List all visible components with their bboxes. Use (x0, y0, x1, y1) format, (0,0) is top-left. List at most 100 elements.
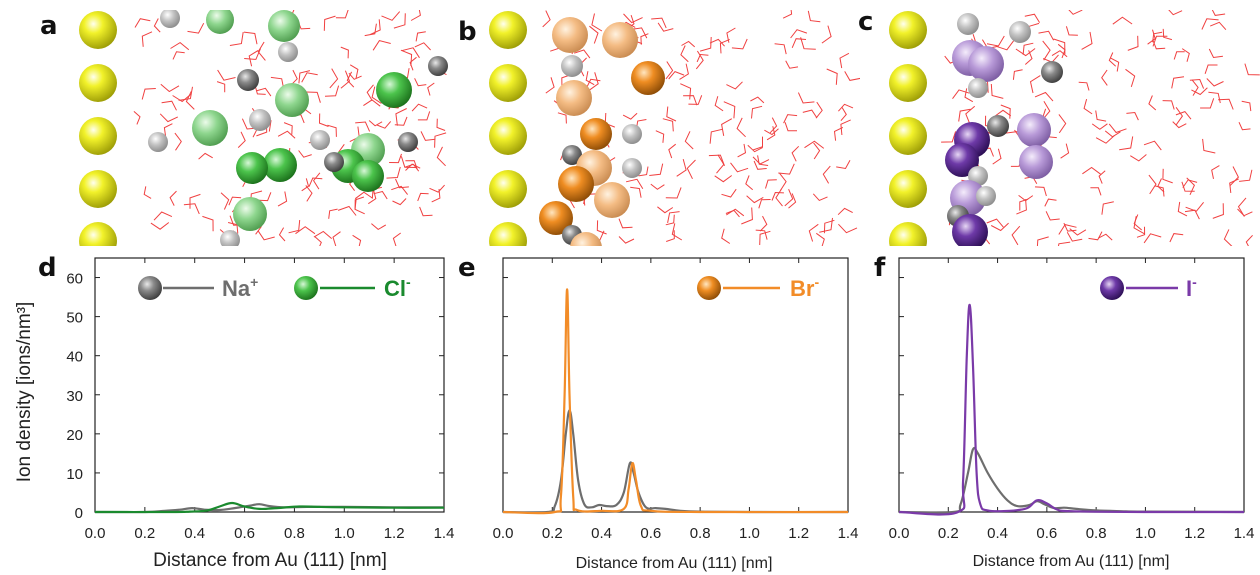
y-tick-label: 40 (66, 349, 83, 366)
water-molecule (376, 121, 392, 129)
x-tick-label: 1.0 (334, 525, 355, 542)
water-molecule (187, 22, 205, 34)
x-tick-label: 0.6 (640, 525, 661, 542)
y-tick-label: 30 (66, 388, 83, 405)
water-molecule (745, 175, 754, 191)
y-axis-title: Ion density [ions/nm³] (14, 302, 35, 483)
water-molecule (170, 41, 190, 51)
water-molecule (392, 232, 401, 246)
x-axis-title-e: Distance from Au (111) [nm] (576, 555, 773, 572)
water-molecule (337, 205, 357, 216)
water-molecule (757, 155, 769, 166)
water-molecule (133, 111, 141, 125)
water-molecule (1112, 16, 1133, 25)
water-molecule (278, 227, 286, 242)
water-molecule (671, 223, 683, 241)
sodium-ion (976, 186, 996, 206)
chart-panel-nabr: 0.0 0.2 0.4 0.6 0.8 1.0 1.2 1.4 Br- (493, 257, 858, 542)
water-molecule (324, 85, 340, 97)
x-tick-label: 1.2 (788, 525, 809, 542)
water-molecule (256, 87, 272, 97)
water-molecule (393, 13, 406, 29)
water-molecule (990, 83, 1004, 99)
water-molecule (623, 13, 643, 24)
water-molecule (986, 218, 1004, 228)
gold-atom (889, 222, 927, 246)
water-molecule (838, 103, 854, 112)
legend-label-i: I- (1186, 274, 1197, 301)
gold-atom (489, 170, 527, 208)
water-molecule (366, 84, 374, 101)
water-molecule (394, 116, 408, 126)
x-tick-label: 1.2 (1184, 525, 1205, 542)
panel-label-f: f (874, 253, 886, 283)
water-molecule (812, 193, 828, 201)
water-molecule (189, 193, 201, 209)
x-tick-label: 0.2 (542, 525, 563, 542)
water-molecule (372, 40, 391, 51)
gold-atom (79, 64, 117, 102)
water-molecule (764, 128, 779, 136)
water-molecule (737, 143, 747, 158)
water-molecule (941, 131, 957, 143)
water-molecule (1069, 228, 1087, 236)
panel-label-e: e (458, 253, 476, 283)
plot-frame (94, 257, 445, 513)
gold-atom (79, 117, 117, 155)
water-molecule (1189, 78, 1205, 89)
water-molecule (752, 136, 763, 151)
water-molecule (709, 128, 723, 144)
water-molecule (688, 95, 703, 105)
water-molecule (699, 36, 712, 52)
water-molecule (1239, 169, 1253, 182)
sodium-ion (1041, 61, 1063, 83)
water-molecule (1098, 170, 1106, 184)
water-molecule (1058, 224, 1077, 235)
water-molecule (679, 63, 689, 80)
water-molecule (1060, 143, 1070, 159)
water-molecule (427, 82, 435, 96)
water-molecule (766, 126, 776, 141)
water-molecule (649, 163, 664, 176)
water-molecule (819, 217, 833, 233)
water-molecule (1241, 100, 1252, 112)
water-molecule (844, 71, 860, 81)
water-molecule (655, 130, 665, 143)
water-molecule (807, 10, 821, 23)
anion (552, 17, 588, 53)
water-molecule (216, 81, 226, 93)
anion (968, 46, 1004, 82)
water-molecule (716, 154, 725, 174)
sodium-ion (622, 124, 642, 144)
water-molecule (759, 230, 771, 246)
water-molecule (1082, 166, 1101, 175)
water-molecule (161, 100, 177, 111)
anion (233, 197, 267, 231)
series-line-cl (94, 501, 445, 514)
water-molecule (667, 211, 680, 223)
x-tick-label: 0.8 (1086, 525, 1107, 542)
water-molecule (686, 159, 696, 180)
water-molecule (1012, 69, 1023, 80)
water-molecule (318, 113, 329, 127)
gold-atom (79, 222, 117, 246)
x-tick-label: 1.4 (434, 525, 455, 542)
sodium-ion (220, 230, 240, 246)
gold-atom (489, 117, 527, 155)
water-molecule (808, 223, 819, 242)
anion (192, 110, 228, 146)
water-molecule (1125, 68, 1136, 88)
water-molecule (964, 88, 974, 103)
water-molecule (774, 43, 787, 55)
gold-atom (889, 64, 927, 102)
water-molecule (1211, 165, 1220, 180)
sodium-ion (428, 56, 448, 76)
sodium-ion (160, 10, 180, 28)
anion (1019, 145, 1053, 179)
water-molecule (163, 123, 173, 137)
water-molecule (840, 119, 851, 136)
water-molecule (1237, 208, 1253, 217)
water-molecule (1065, 26, 1078, 36)
water-molecule (779, 173, 787, 191)
water-molecule (839, 52, 850, 69)
